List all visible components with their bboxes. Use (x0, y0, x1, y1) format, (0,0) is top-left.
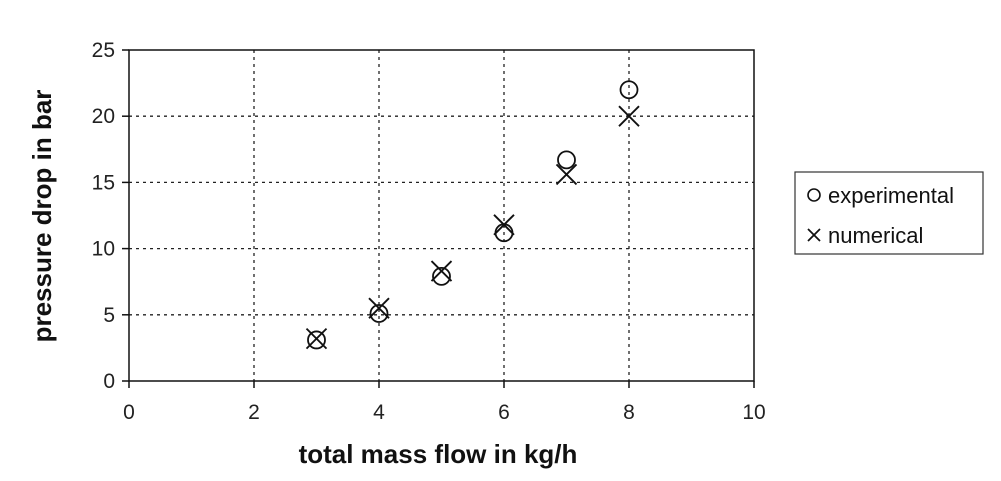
x-tick-label: 8 (623, 401, 635, 424)
y-tick-label: 0 (103, 370, 115, 393)
x-tick-label: 10 (742, 401, 765, 424)
legend-box (794, 171, 984, 255)
legend-label-experimental: experimental (828, 183, 954, 208)
x-axis-ticks: 0 2 4 6 8 10 (123, 381, 766, 424)
x-tick-label: 4 (373, 401, 385, 424)
experimental-point (307, 330, 326, 350)
experimental-point (619, 80, 639, 100)
y-tick-label: 25 (92, 39, 115, 62)
numerical-point (555, 163, 578, 186)
experimental-point (557, 150, 576, 170)
grid-lines (129, 50, 754, 381)
numerical-point (618, 105, 640, 127)
numerical-point (430, 260, 453, 282)
y-tick-label: 15 (92, 171, 115, 194)
y-tick-label: 20 (92, 105, 115, 128)
y-axis-ticks: 0 5 10 15 20 25 (92, 39, 129, 393)
x-tick-label: 0 (123, 401, 135, 424)
plot-area-frame (128, 49, 755, 382)
experimental-point (432, 267, 451, 286)
experimental-point (369, 304, 389, 323)
y-tick-label: 10 (92, 238, 115, 261)
x-tick-label: 2 (248, 401, 260, 424)
legend: experimental numerical (794, 171, 984, 255)
data-points (305, 80, 640, 350)
numerical-point (305, 327, 328, 350)
y-tick-label: 5 (103, 304, 115, 327)
numerical-point (493, 214, 515, 236)
legend-circle-marker (807, 188, 821, 202)
y-axis-title: pressure drop in bar (27, 90, 57, 343)
legend-cross-marker (807, 228, 821, 242)
numerical-point (368, 297, 390, 319)
legend-label-numerical: numerical (828, 223, 923, 248)
x-axis-title: total mass flow in kg/h (299, 439, 578, 469)
x-tick-label: 6 (498, 401, 510, 424)
